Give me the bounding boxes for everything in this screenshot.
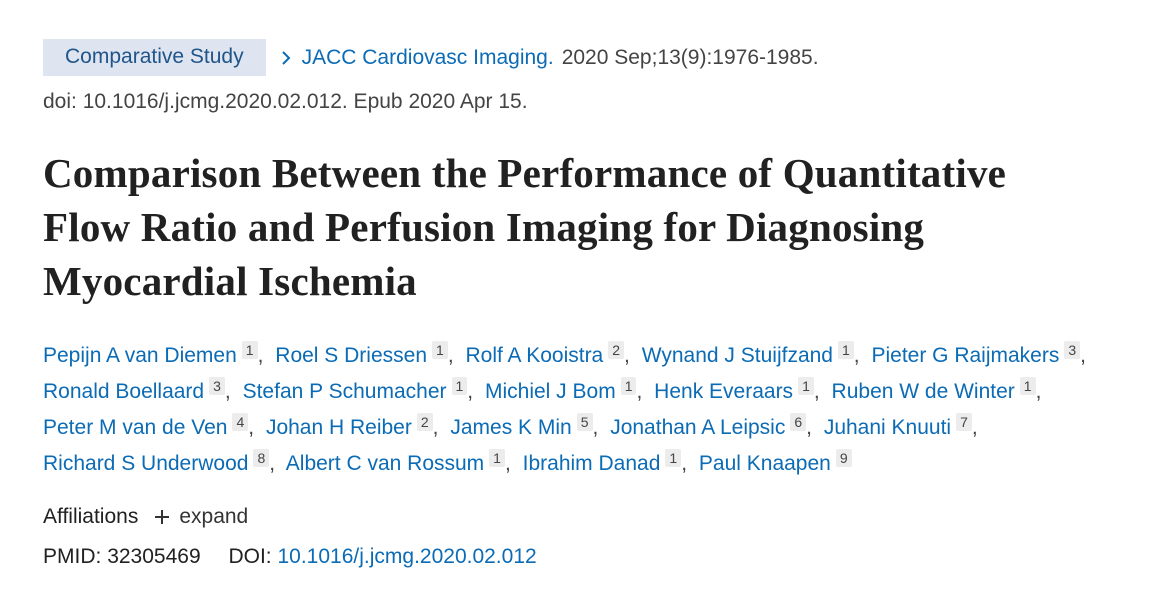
affiliation-number[interactable]: 4 <box>232 413 249 431</box>
article-title: Comparison Between the Performance of Qu… <box>43 150 1007 304</box>
separator: , <box>806 416 812 439</box>
citation: 2020 Sep;13(9):1976-1985. <box>561 45 819 69</box>
separator: , <box>269 452 276 475</box>
author-name[interactable]: Ronald Boellaard <box>43 380 205 403</box>
author: Ronald Boellaard 3, <box>43 377 237 403</box>
author-name[interactable]: Juhani Knuuti <box>823 416 952 439</box>
author-name[interactable]: Ibrahim Danad <box>522 452 661 475</box>
affiliation-number[interactable]: 5 <box>576 413 593 431</box>
author: Rolf A Kooistra 2, <box>465 341 636 367</box>
author-name[interactable]: Peter M van de Ven <box>43 416 228 439</box>
author: Peter M van de Ven 4, <box>43 413 260 439</box>
author: Albert C van Rossum 1, <box>285 449 517 475</box>
author-name[interactable]: Roel S Driessen <box>275 344 428 367</box>
separator: , <box>1080 344 1086 367</box>
citation-bar: Comparative Study JACC Cardiovasc Imagin… <box>43 39 819 76</box>
affiliation-number[interactable]: 6 <box>790 413 807 431</box>
separator: , <box>971 416 978 439</box>
affiliation-number[interactable]: 1 <box>489 449 505 467</box>
author: Ruben W de Winter 1, <box>831 377 1048 403</box>
author: Johan H Reiber 2, <box>265 413 445 439</box>
affiliation-number[interactable]: 3 <box>209 377 225 395</box>
affiliation-number[interactable]: 1 <box>241 341 258 359</box>
separator: , <box>432 416 439 439</box>
affiliation-number[interactable]: 2 <box>608 341 625 359</box>
separator: , <box>248 416 255 439</box>
journal-link[interactable]: JACC Cardiovasc Imaging. <box>301 45 554 69</box>
author-list: Pepijn A van Diemen 1, Roel S Driessen 1, … <box>43 338 1133 482</box>
separator: , <box>467 380 474 403</box>
separator: , <box>624 344 630 367</box>
author-name[interactable]: Richard S Underwood <box>43 452 249 475</box>
author-name[interactable]: Albert C van Rossum <box>285 452 485 475</box>
author: Pepijn A van Diemen 1, <box>43 341 269 367</box>
author: Wynand J Stuijfzand 1, <box>641 341 866 367</box>
affiliation-number[interactable]: 2 <box>416 413 433 431</box>
separator: , <box>592 416 599 439</box>
doi-line: doi: 10.1016/j.jcmg.2020.02.012. Epub 20… <box>43 90 528 113</box>
affiliations: Affiliations expand <box>43 505 248 529</box>
pmid-label: PMID: <box>43 545 102 568</box>
affiliation-number[interactable]: 1 <box>798 377 814 395</box>
author-name[interactable]: James K Min <box>450 416 572 439</box>
author: James K Min 5, <box>450 413 604 439</box>
author-name[interactable]: Johan H Reiber <box>265 416 412 439</box>
affiliation-number[interactable]: 8 <box>253 449 270 467</box>
author: Pieter G Raijmakers 3, <box>871 341 1092 367</box>
author: Juhani Knuuti 7, <box>823 413 984 439</box>
separator: , <box>257 344 264 367</box>
chevron-icon <box>281 50 291 65</box>
affiliation-number[interactable]: 1 <box>665 449 682 467</box>
author: Michiel J Bom 1, <box>484 377 648 403</box>
pmid: 32305469 <box>107 545 201 568</box>
affiliation-number[interactable]: 1 <box>451 377 468 395</box>
identifiers: PMID: 32305469 DOI: 10.1016/j.jcmg.2020.… <box>43 545 537 569</box>
author: Stefan P Schumacher 1, <box>242 377 480 403</box>
author-name[interactable]: Ruben W de Winter <box>831 380 1015 403</box>
expand-toggle[interactable]: expand <box>154 505 248 529</box>
separator: , <box>224 380 231 403</box>
author: Paul Knaapen 9 <box>698 449 852 475</box>
author-name[interactable]: Pieter G Raijmakers <box>871 344 1060 367</box>
separator: , <box>1035 380 1042 403</box>
publication-type-badge: Comparative Study <box>43 39 266 76</box>
separator: , <box>504 452 511 475</box>
separator: , <box>681 452 688 475</box>
author-name[interactable]: Paul Knaapen <box>698 452 831 475</box>
author-name[interactable]: Stefan P Schumacher <box>242 380 447 403</box>
author: Ibrahim Danad 1, <box>522 449 693 475</box>
expand-label[interactable]: expand <box>179 505 249 528</box>
separator: , <box>853 344 860 367</box>
author: Henk Everaars 1, <box>654 377 826 403</box>
doi-link[interactable]: 10.1016/j.jcmg.2020.02.012 <box>277 545 537 568</box>
author-name[interactable]: Henk Everaars <box>654 380 794 403</box>
separator: , <box>447 344 454 367</box>
author: Richard S Underwood 8, <box>43 449 281 475</box>
affiliation-number[interactable]: 9 <box>835 449 852 467</box>
author-name[interactable]: Michiel J Bom <box>484 380 616 403</box>
separator: , <box>813 380 820 403</box>
affiliation-number[interactable]: 1 <box>1019 377 1036 395</box>
affiliations-label: Affiliations <box>43 505 139 528</box>
plus-icon <box>155 510 170 524</box>
affiliation-number[interactable]: 3 <box>1064 341 1081 359</box>
author-name[interactable]: Wynand J Stuijfzand <box>641 344 833 367</box>
affiliation-number[interactable]: 1 <box>432 341 448 359</box>
author-name[interactable]: Jonathan A Leipsic <box>610 416 786 439</box>
author-name[interactable]: Rolf A Kooistra <box>465 344 604 367</box>
author: Jonathan A Leipsic 6, <box>610 413 818 439</box>
separator: , <box>636 380 643 403</box>
author: Roel S Driessen 1, <box>275 341 459 367</box>
affiliation-number[interactable]: 1 <box>620 377 637 395</box>
author-name[interactable]: Pepijn A van Diemen <box>43 344 237 367</box>
affiliation-number[interactable]: 7 <box>956 413 972 431</box>
affiliation-number[interactable]: 1 <box>837 341 854 359</box>
doi-label: DOI: <box>228 545 272 568</box>
